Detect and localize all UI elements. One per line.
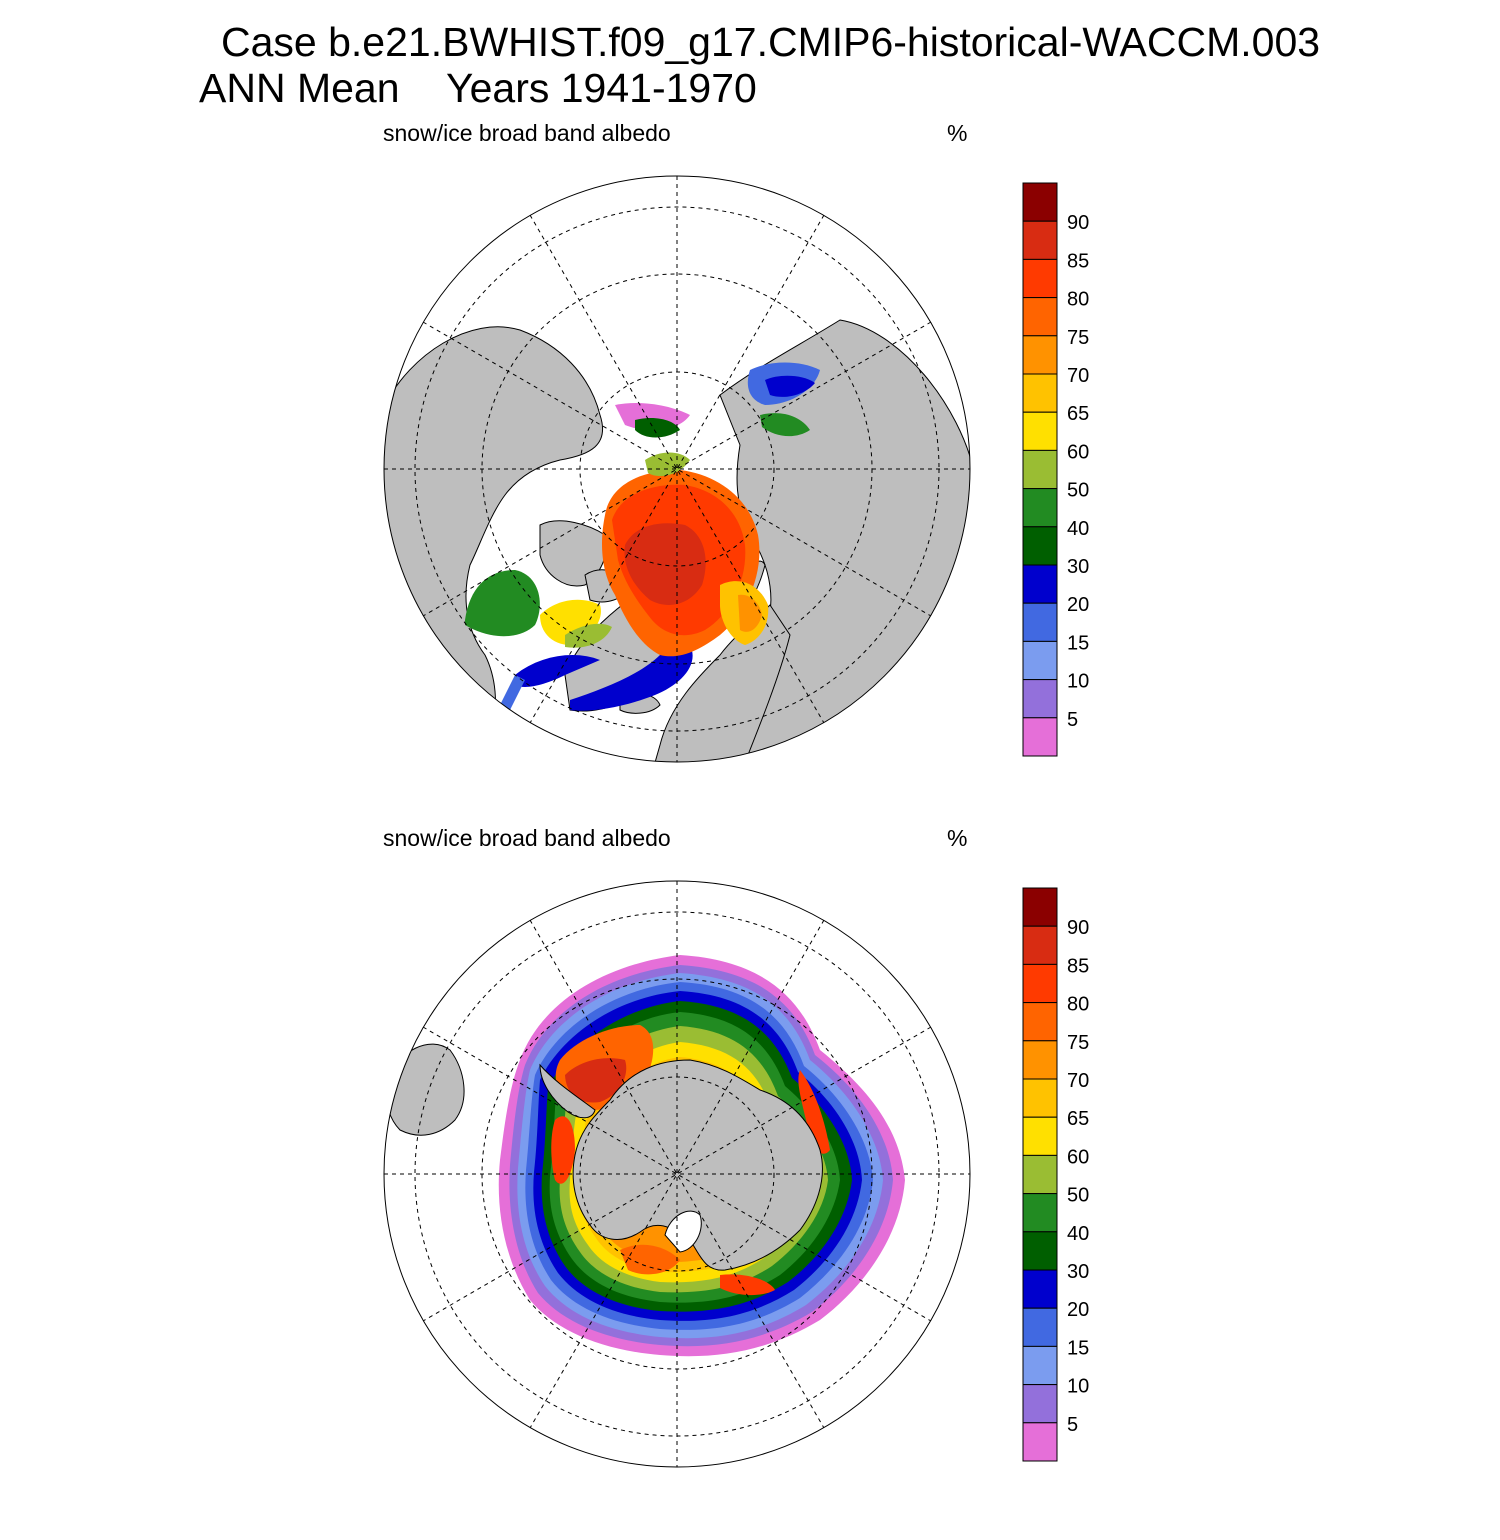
nh-colorbar-box [1022,488,1058,528]
nh-field-name: snow/ice broad band albedo [383,120,671,146]
nh-map-border [383,175,971,763]
sh-antarctic-peninsula [539,1063,596,1119]
sh-panel: snow/ice broad band albedo % [0,820,1500,1540]
sh-colorbar-label: 65 [1067,1108,1089,1130]
nh-colorbar-box [1022,526,1058,566]
sh-colorbar-label: 60 [1067,1146,1089,1168]
sh-colorbar-label: 75 [1067,1032,1089,1054]
nh-colorbar-box [1022,564,1058,604]
sh-colorbar-box [1022,1307,1058,1347]
sh-colorbar-box [1022,1116,1058,1156]
sh-colorbar-label: 80 [1067,994,1089,1016]
sh-colorbar-label: 85 [1067,955,1089,977]
sh-colorbar-box [1022,1422,1058,1462]
nh-colorbar-box [1022,679,1058,719]
figure-title-case: Case b.e21.BWHIST.f09_g17.CMIP6-historic… [221,19,1321,65]
figure-title-mean: ANN Mean [199,65,400,111]
nh-colorbar-label: 50 [1067,480,1089,502]
sh-colorbar-label: 70 [1067,1070,1089,1092]
nh-colorbar-box [1022,449,1058,490]
nh-colorbar-label: 15 [1067,632,1089,654]
nh-colorbar-box [1022,411,1058,451]
sh-colorbar-box [1022,1154,1058,1195]
sh-colorbar-label: 20 [1067,1299,1089,1321]
nh-colorbar-label: 75 [1067,327,1089,349]
nh-graticule [384,176,970,762]
sh-colorbar-box [1022,1384,1058,1424]
nh-colorbar-label: 10 [1067,671,1089,693]
sh-colorbar-label: 50 [1067,1185,1089,1207]
nh-colorbar-box [1022,640,1058,681]
nh-colorbar-label: 20 [1067,594,1089,616]
sh-colorbar-box [1022,1345,1058,1386]
sh-colorbar-label: 15 [1067,1337,1089,1359]
nh-colorbar-label: 60 [1067,441,1089,463]
nh-colorbar-label: 5 [1067,709,1078,731]
nh-colorbar-box [1022,297,1058,337]
nh-colorbar-label: 65 [1067,403,1089,425]
nh-colorbar-box [1022,335,1058,375]
figure-title-years: Years 1941-1970 [446,65,757,111]
sh-colorbar-label: 90 [1067,917,1089,939]
nh-albedo-field [465,362,820,711]
nh-colorbar-label: 40 [1067,518,1089,540]
sh-colorbar-box [1022,1002,1058,1042]
nh-colorbar-box [1022,373,1058,413]
nh-colorbar-box [1022,258,1058,299]
sh-colorbar-box [1022,963,1058,1004]
sh-ross-shelf [664,1210,702,1253]
nh-colorbar-label: 85 [1067,250,1089,272]
sh-map-svg: 90 85 80 75 70 65 60 50 40 30 20 15 10 5 [383,880,1089,1468]
nh-colorbar-label: 30 [1067,556,1089,578]
nh-colorbar: 90 85 80 75 70 65 60 50 40 30 20 15 10 5 [1022,182,1089,757]
sh-colorbar-box [1022,1078,1058,1118]
nh-colorbar-box [1022,717,1058,757]
nh-colorbar-label: 70 [1067,365,1089,387]
nh-field-units: % [947,120,968,146]
sh-colorbar-label: 30 [1067,1261,1089,1283]
sh-colorbar-box [1022,1040,1058,1080]
sh-colorbar: 90 85 80 75 70 65 60 50 40 30 20 15 10 5 [1022,887,1089,1462]
nh-colorbar-box [1022,182,1058,222]
sh-colorbar-label: 5 [1067,1414,1078,1436]
sh-map-border [383,880,971,1468]
sh-antarctica [572,1059,823,1271]
sh-colorbar-box [1022,1193,1058,1233]
nh-map-svg: 90 85 80 75 70 65 60 50 40 30 20 15 10 5 [383,175,1089,763]
nh-panel: snow/ice broad band albedo % [0,115,1500,835]
sh-colorbar-label: 10 [1067,1376,1089,1398]
nh-colorbar-box [1022,602,1058,642]
nh-colorbar-label: 90 [1067,212,1089,234]
sh-colorbar-box [1022,925,1058,965]
sh-colorbar-label: 40 [1067,1223,1089,1245]
sh-colorbar-box [1022,1231,1058,1271]
sh-colorbar-box [1022,1269,1058,1309]
sh-graticule [384,881,970,1467]
sh-field-name: snow/ice broad band albedo [383,825,671,851]
sh-field-units: % [947,825,968,851]
sh-colorbar-box [1022,887,1058,927]
nh-colorbar-box [1022,220,1058,260]
nh-colorbar-label: 80 [1067,289,1089,311]
